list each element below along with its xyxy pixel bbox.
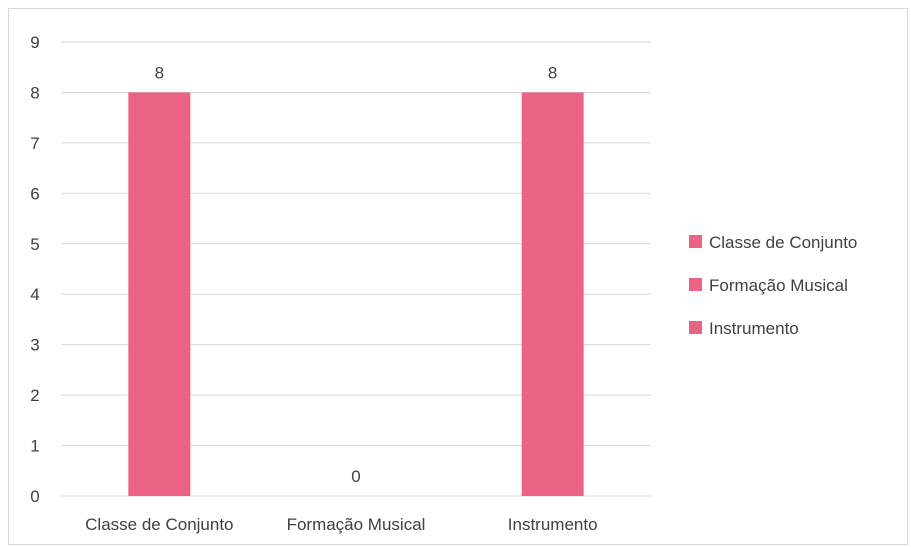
bars — [128, 92, 584, 496]
legend: Classe de Conjunto Formação Musical Instru… — [689, 233, 857, 338]
legend-swatch — [689, 321, 702, 334]
x-axis-ticks: Classe de Conjunto Formação Musical Instru… — [85, 515, 597, 534]
y-tick-label: 5 — [30, 235, 39, 254]
x-tick-label: Formação Musical — [287, 515, 426, 534]
data-label: 8 — [548, 63, 557, 82]
data-label: 0 — [351, 467, 360, 486]
y-tick-label: 4 — [30, 285, 39, 304]
y-tick-label: 0 — [30, 487, 39, 506]
chart-frame: 0 1 2 3 4 5 6 7 8 9 8 0 8 Classe de Conjunto Formaçã… — [8, 8, 908, 545]
y-axis-ticks: 0 1 2 3 4 5 6 7 8 9 — [30, 33, 39, 506]
x-tick-label: Classe de Conjunto — [85, 515, 233, 534]
data-label: 8 — [155, 63, 164, 82]
y-tick-label: 3 — [30, 336, 39, 355]
y-tick-label: 1 — [30, 437, 39, 456]
legend-label: Formação Musical — [709, 276, 848, 295]
y-tick-label: 2 — [30, 386, 39, 405]
legend-label: Classe de Conjunto — [709, 233, 857, 252]
bar — [521, 92, 584, 496]
y-tick-label: 6 — [30, 184, 39, 203]
y-tick-label: 8 — [30, 83, 39, 102]
legend-label: Instrumento — [709, 319, 799, 338]
data-labels: 8 0 8 — [155, 63, 558, 486]
legend-swatch — [689, 235, 702, 248]
bar — [128, 92, 191, 496]
bar-chart: 0 1 2 3 4 5 6 7 8 9 8 0 8 Classe de Conjunto Formaçã… — [30, 33, 857, 534]
x-tick-label: Instrumento — [508, 515, 598, 534]
legend-swatch — [689, 278, 702, 291]
y-tick-label: 9 — [30, 33, 39, 52]
y-tick-label: 7 — [30, 134, 39, 153]
